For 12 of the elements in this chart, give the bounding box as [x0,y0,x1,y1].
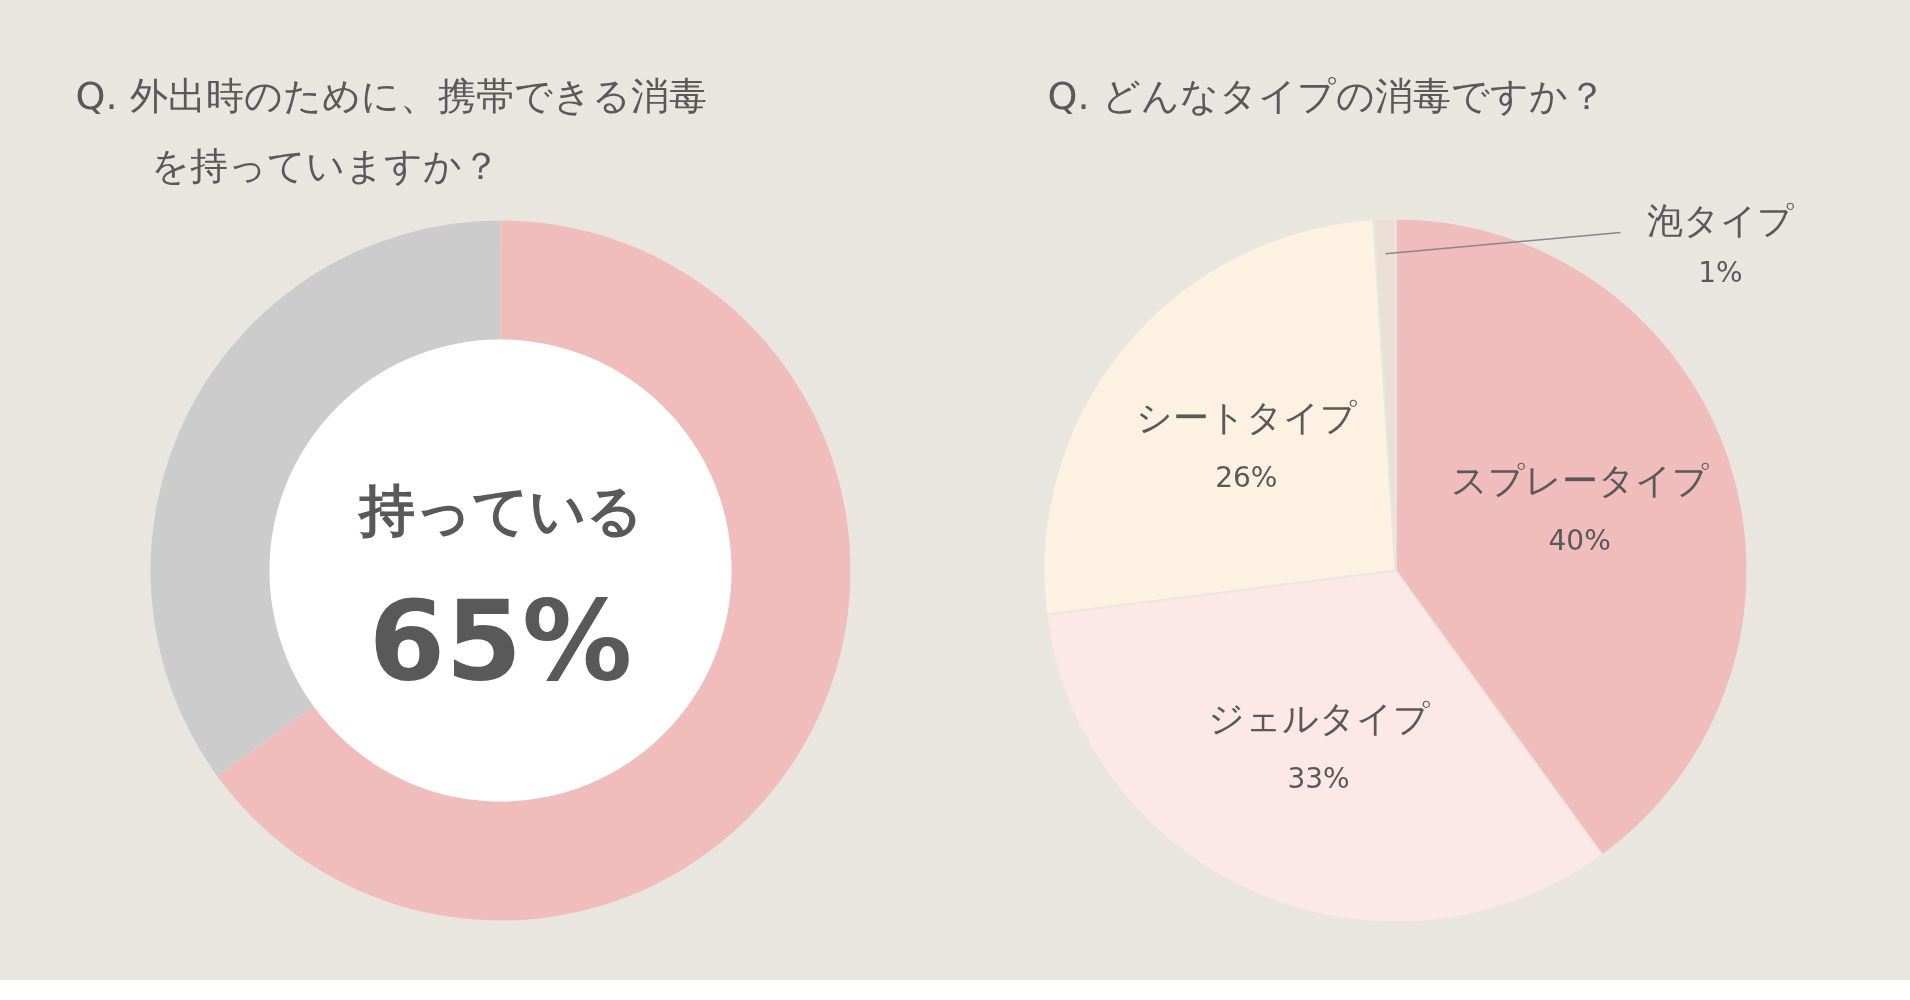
data-label: 33% [1287,761,1350,795]
data-label: 26% [1215,460,1278,494]
slice-label: スプレータイプ [1450,460,1709,502]
slice-label: 持っている [356,478,643,543]
chart-title: Q. どんなタイプの消毒ですか？ [1047,73,1606,118]
slice-label: 泡タイプ [1647,200,1794,241]
slice-label: シートタイプ [1135,396,1357,438]
chart-title: Q. 外出時のために、携帯できる消毒を持っていますか？ [75,73,707,188]
slice-label: ジェルタイプ [1207,697,1430,739]
data-label: 1% [1698,256,1743,289]
data-label: 65% [368,576,633,705]
data-label: 40% [1548,524,1611,558]
